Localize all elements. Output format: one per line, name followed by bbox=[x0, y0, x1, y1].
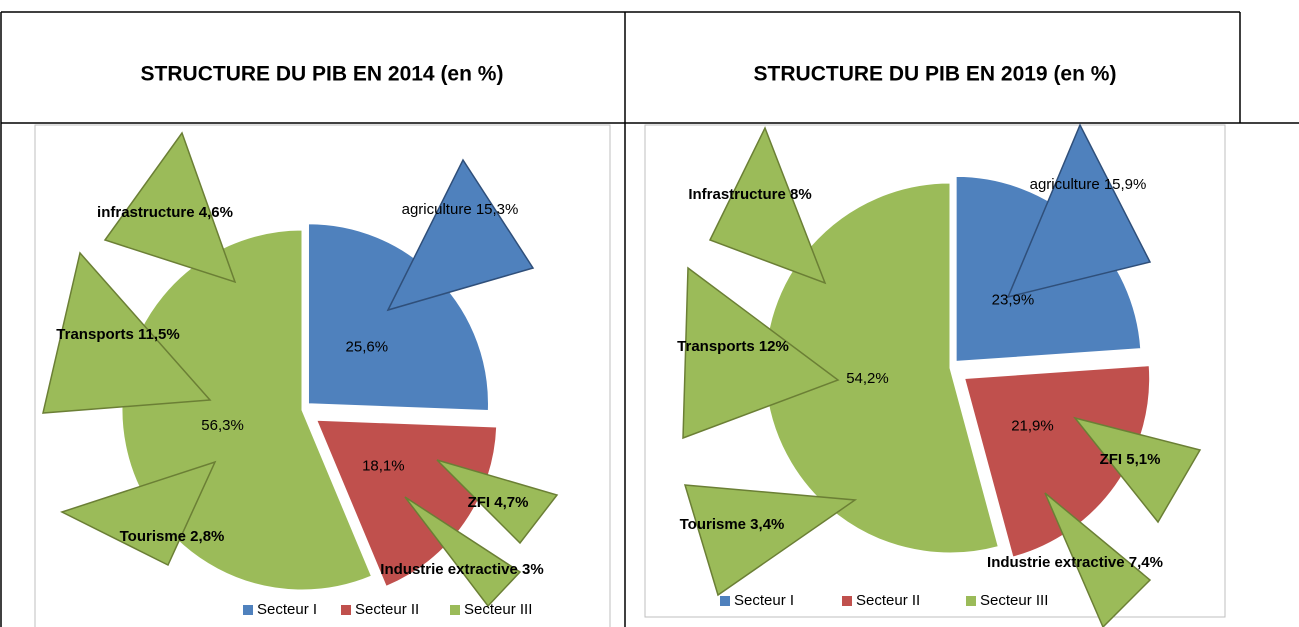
chart-title: STRUCTURE DU PIB EN 2019 (en %) bbox=[754, 63, 1117, 86]
legend-swatch bbox=[842, 596, 852, 606]
callout-arrow bbox=[60, 460, 217, 567]
callout-arrow bbox=[436, 459, 559, 545]
callout-label: Industrie extractive 3% bbox=[380, 561, 543, 578]
callout-arrow bbox=[1006, 123, 1152, 299]
callout-label: Transports 12% bbox=[677, 338, 789, 355]
legend-label: Secteur I bbox=[734, 592, 794, 609]
data-label: 21,9% bbox=[1011, 418, 1054, 435]
table-grid bbox=[0, 11, 1299, 627]
callout-arrow bbox=[683, 484, 858, 597]
legend-swatch bbox=[966, 596, 976, 606]
legend-label: Secteur II bbox=[355, 601, 419, 618]
pie-slice bbox=[964, 365, 1151, 558]
data-label: 18,1% bbox=[362, 457, 405, 474]
callout-arrow bbox=[404, 496, 522, 608]
callout-label: Transports 11,5% bbox=[56, 326, 179, 343]
legend-label: Secteur II bbox=[856, 592, 920, 609]
chart-title: STRUCTURE DU PIB EN 2014 (en %) bbox=[141, 63, 504, 86]
pie-slice bbox=[316, 419, 498, 587]
legend-swatch bbox=[720, 596, 730, 606]
callout-arrow bbox=[682, 266, 840, 440]
callout-arrow bbox=[708, 126, 827, 285]
chart-frame bbox=[644, 124, 1226, 618]
callout-arrow bbox=[1044, 492, 1152, 627]
callout-arrow bbox=[42, 251, 212, 414]
callout-label: Tourisme 2,8% bbox=[120, 528, 225, 545]
callout-label: ZFI 5,1% bbox=[1100, 451, 1161, 468]
chart-frame bbox=[34, 124, 611, 627]
callout-label: agriculture 15,9% bbox=[1030, 176, 1147, 193]
legend-swatch bbox=[341, 605, 351, 615]
callout-label: Infrastructure 8% bbox=[688, 186, 811, 203]
callout-arrow bbox=[1073, 416, 1202, 524]
data-label: 56,3% bbox=[201, 417, 244, 434]
legend-swatch bbox=[450, 605, 460, 615]
callout-label: agriculture 15,3% bbox=[402, 201, 519, 218]
callout-label: Tourisme 3,4% bbox=[680, 516, 785, 533]
callout-label: infrastructure 4,6% bbox=[97, 204, 233, 221]
legend-label: Secteur III bbox=[980, 592, 1048, 609]
legend-label: Secteur III bbox=[464, 601, 532, 618]
callout-arrow bbox=[386, 158, 535, 312]
callout-label: Industrie extractive 7,4% bbox=[987, 554, 1163, 571]
callout-arrow bbox=[103, 131, 237, 284]
callout-label: ZFI 4,7% bbox=[468, 494, 529, 511]
legend-swatch bbox=[243, 605, 253, 615]
data-label: 23,9% bbox=[992, 292, 1035, 309]
data-label: 25,6% bbox=[346, 339, 389, 356]
data-label: 54,2% bbox=[846, 370, 889, 387]
legend-label: Secteur I bbox=[257, 601, 317, 618]
